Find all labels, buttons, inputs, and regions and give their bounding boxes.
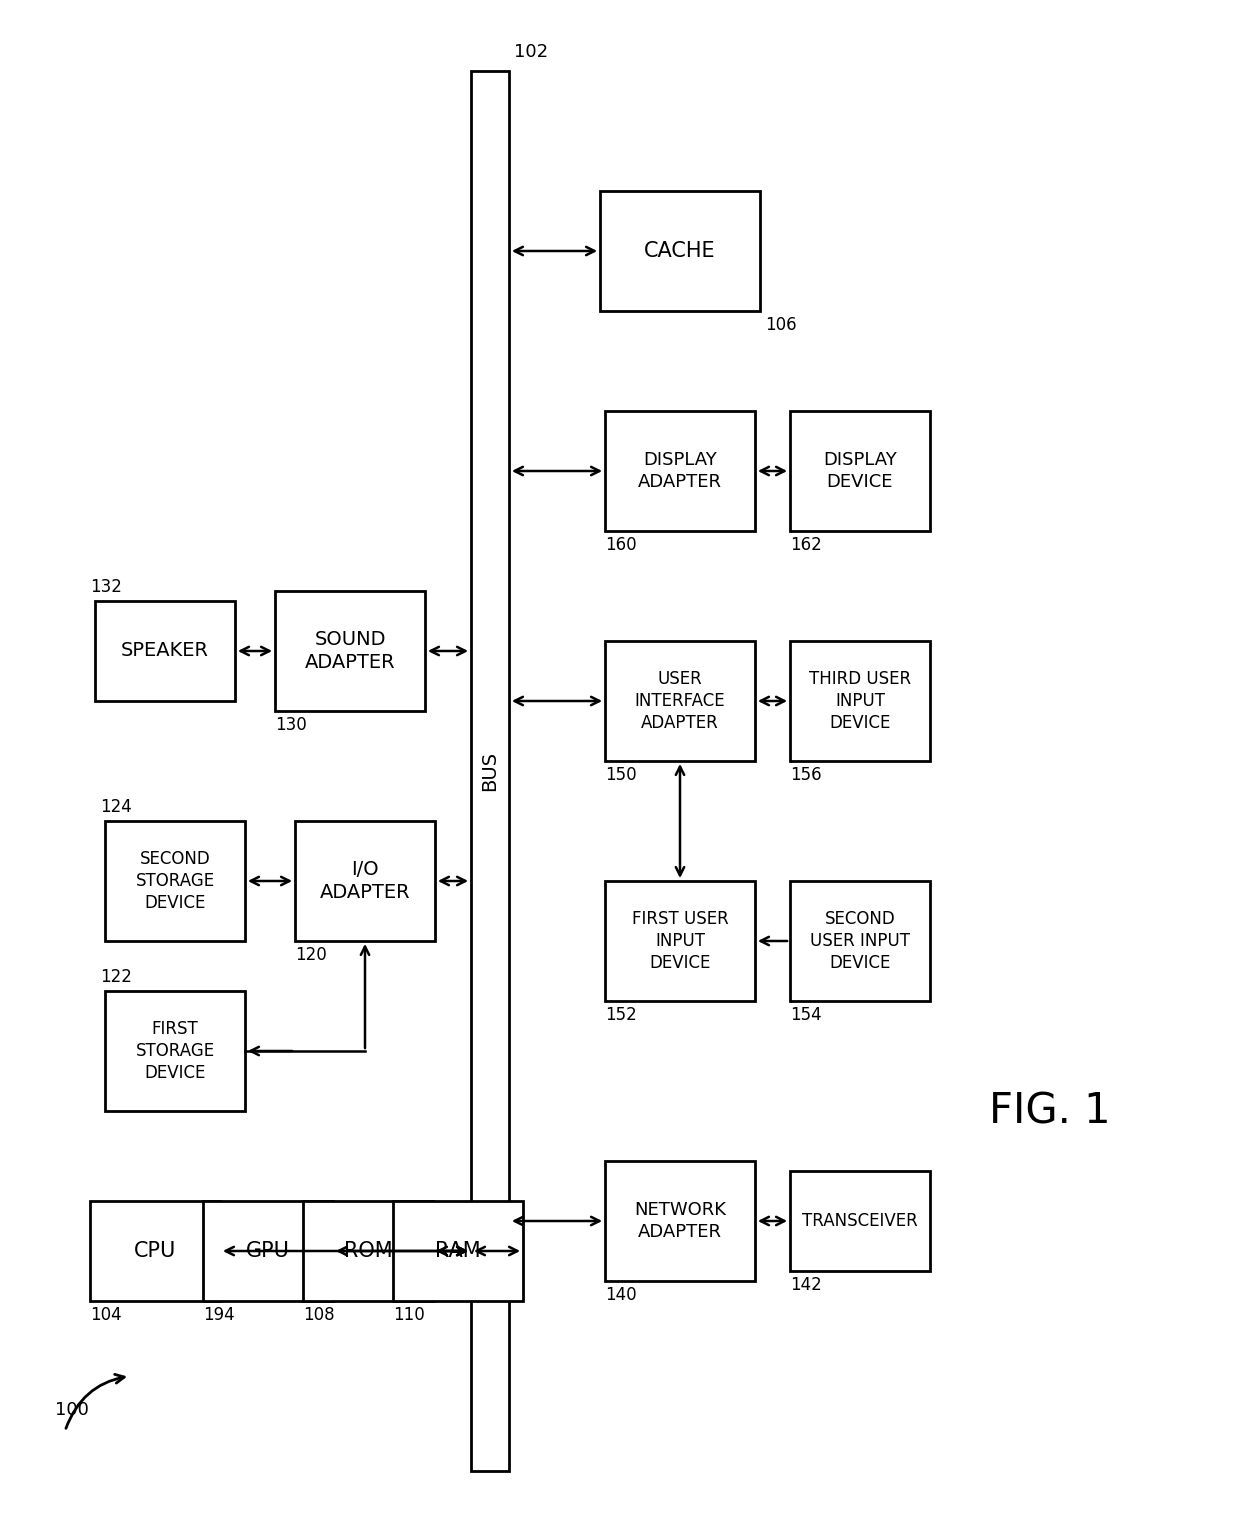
Text: 110: 110 (393, 1306, 425, 1324)
Text: 122: 122 (100, 968, 131, 986)
Text: 152: 152 (605, 1006, 637, 1024)
Bar (105, 991, 246, 1112)
Text: 106: 106 (765, 315, 796, 334)
Text: 100: 100 (55, 1401, 89, 1419)
Bar (295, 821, 435, 942)
Text: 156: 156 (790, 766, 822, 784)
Text: RAM: RAM (435, 1242, 481, 1262)
Text: 160: 160 (605, 536, 636, 554)
Text: SECOND
USER INPUT
DEVICE: SECOND USER INPUT DEVICE (810, 909, 910, 972)
Text: USER
INTERFACE
ADAPTER: USER INTERFACE ADAPTER (635, 669, 725, 732)
Text: GPU: GPU (246, 1242, 290, 1262)
Text: 130: 130 (275, 717, 306, 733)
Text: 150: 150 (605, 766, 636, 784)
Text: 120: 120 (295, 946, 327, 965)
Bar (790, 880, 930, 1001)
Bar (105, 821, 246, 942)
Text: TRANSCEIVER: TRANSCEIVER (802, 1213, 918, 1229)
Text: DISPLAY
ADAPTER: DISPLAY ADAPTER (639, 452, 722, 491)
Bar (91, 1200, 219, 1301)
Bar (275, 591, 425, 710)
Text: 124: 124 (100, 798, 131, 816)
Text: 194: 194 (203, 1306, 234, 1324)
Text: 140: 140 (605, 1286, 636, 1304)
Text: 132: 132 (91, 579, 122, 596)
Text: SECOND
STORAGE
DEVICE: SECOND STORAGE DEVICE (135, 850, 215, 912)
Bar (600, 191, 760, 311)
Text: SPEAKER: SPEAKER (122, 641, 210, 660)
Bar (605, 641, 755, 761)
Bar (203, 1200, 334, 1301)
Text: I/O
ADAPTER: I/O ADAPTER (320, 860, 410, 902)
Text: 154: 154 (790, 1006, 822, 1024)
Text: 108: 108 (303, 1306, 335, 1324)
Bar (303, 1200, 433, 1301)
Text: FIRST USER
INPUT
DEVICE: FIRST USER INPUT DEVICE (631, 909, 728, 972)
Text: 142: 142 (790, 1275, 822, 1294)
Text: CPU: CPU (134, 1242, 176, 1262)
Text: BUS: BUS (481, 750, 500, 792)
Bar (790, 641, 930, 761)
Text: ROM: ROM (343, 1242, 392, 1262)
Text: THIRD USER
INPUT
DEVICE: THIRD USER INPUT DEVICE (808, 669, 911, 732)
Text: 162: 162 (790, 536, 822, 554)
Bar (605, 1160, 755, 1281)
Bar (393, 1200, 523, 1301)
Text: NETWORK
ADAPTER: NETWORK ADAPTER (634, 1200, 725, 1242)
Bar (790, 1171, 930, 1271)
Text: DISPLAY
DEVICE: DISPLAY DEVICE (823, 452, 897, 491)
Text: FIG. 1: FIG. 1 (990, 1090, 1111, 1131)
Bar (605, 410, 755, 531)
Text: SOUND
ADAPTER: SOUND ADAPTER (305, 629, 396, 672)
Bar (471, 70, 508, 1471)
Text: 102: 102 (515, 43, 548, 61)
Text: 104: 104 (91, 1306, 122, 1324)
Bar (790, 410, 930, 531)
Text: CACHE: CACHE (645, 240, 715, 260)
Text: FIRST
STORAGE
DEVICE: FIRST STORAGE DEVICE (135, 1020, 215, 1082)
Bar (605, 880, 755, 1001)
Bar (95, 602, 236, 701)
